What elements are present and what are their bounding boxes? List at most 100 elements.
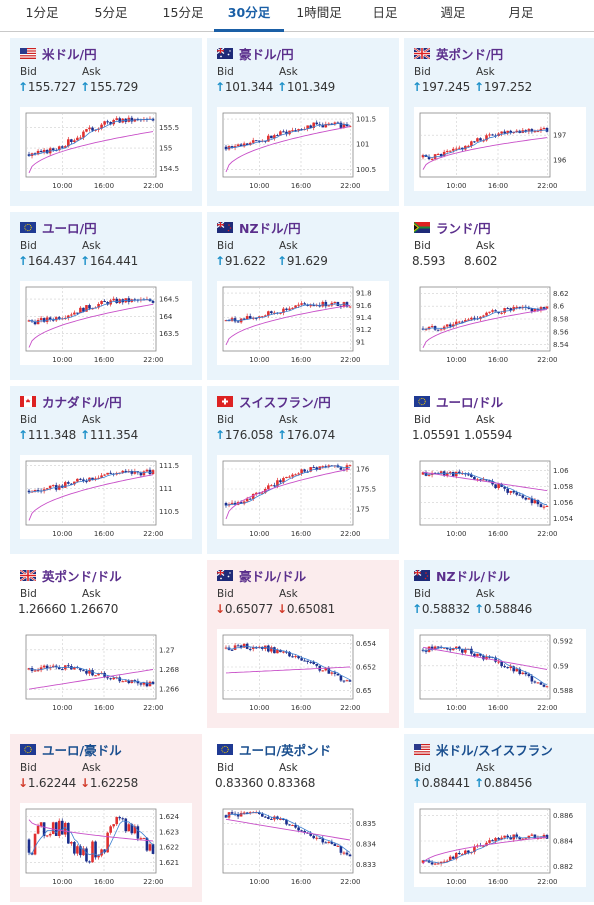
y-tick-label: 8.6 <box>553 303 565 311</box>
pair-name[interactable]: NZドル/ドル <box>436 568 511 584</box>
tab-15min[interactable]: 15分足 <box>162 5 204 20</box>
rate-card[interactable]: NZドル/ドル Bid Ask ↑0.58832 ↑0.58846 0.592 0.59 0.… <box>404 560 594 728</box>
y-tick-label: 197 <box>553 132 566 140</box>
candle <box>133 471 137 474</box>
candle <box>282 477 285 483</box>
price-chart[interactable]: 101.5 101 100.5 10:00 16:00 22:00 <box>217 107 389 191</box>
price-chart[interactable]: 0.886 0.884 0.882 10:00 16:00 22:00 <box>414 803 586 887</box>
tab-5min[interactable]: 5分足 <box>94 5 128 20</box>
candle <box>324 466 328 468</box>
rate-card[interactable]: ユーロ/ドル Bid Ask 1.05591 1.05594 1.06 1.058 1.056… <box>404 386 594 554</box>
pair-name[interactable]: ユーロ/ドル <box>436 394 504 410</box>
candle <box>33 153 37 155</box>
candle <box>151 301 155 303</box>
candle <box>103 121 106 125</box>
candle <box>533 834 537 839</box>
pair-title[interactable]: スイスフラン/円 <box>217 392 331 410</box>
price-chart[interactable]: 0.592 0.59 0.588 10:00 16:00 22:00 <box>414 629 586 713</box>
tab-1min[interactable]: 1分足 <box>25 5 59 20</box>
rate-card[interactable]: ユーロ/英ポンド Bid Ask 0.83360 0.83368 0.835 0.834 0.… <box>207 734 399 902</box>
rate-card[interactable]: 英ポンド/ドル Bid Ask 1.26660 1.26670 1.27 1.268 1.26… <box>10 560 202 728</box>
rate-card[interactable]: ユーロ/円 Bid Ask ↑164.437 ↑164.441 164.5 164 163.5… <box>10 212 202 380</box>
pair-title[interactable]: 豪ドル/ドル <box>217 566 306 584</box>
candle <box>467 850 470 853</box>
pair-name[interactable]: カナダドル/円 <box>42 394 122 410</box>
candle <box>539 128 543 132</box>
price-chart[interactable]: 0.835 0.834 0.833 10:00 16:00 22:00 <box>217 803 389 887</box>
rate-card[interactable]: 英ポンド/円 Bid Ask ↑197.245 ↑197.252 197 196 10:00 1… <box>404 38 594 206</box>
rate-card[interactable]: 豪ドル/円 Bid Ask ↑101.344 ↑101.349 101.5 101 100.5… <box>207 38 399 206</box>
pair-title[interactable]: ユーロ/英ポンド <box>217 740 331 758</box>
pair-name[interactable]: スイスフラン/円 <box>239 394 331 410</box>
pair-name[interactable]: ユーロ/豪ドル <box>42 742 122 758</box>
pair-name[interactable]: 豪ドル/ドル <box>239 568 307 584</box>
price-chart[interactable]: 176 175.5 175 10:00 16:00 22:00 <box>217 455 389 539</box>
price-chart[interactable]: 155.5 155 154.5 10:00 16:00 22:00 <box>20 107 192 191</box>
price-chart[interactable]: 1.06 1.058 1.056 1.054 10:00 16:00 22:00 <box>414 455 586 539</box>
pair-title[interactable]: ユーロ/ドル <box>414 392 503 410</box>
pair-name[interactable]: 米ドル/スイスフラン <box>436 742 553 758</box>
candle <box>524 672 528 675</box>
rate-card[interactable]: 米ドル/スイスフラン Bid Ask ↑0.88441 ↑0.88456 0.886 0.8… <box>404 734 594 902</box>
y-tick-label: 196 <box>553 156 567 164</box>
pair-title[interactable]: 豪ドル/円 <box>217 44 294 62</box>
price-chart[interactable]: 0.654 0.652 0.65 10:00 16:00 22:00 <box>217 629 389 713</box>
y-tick-label: 164 <box>159 313 173 321</box>
pair-name[interactable]: ユーロ/円 <box>42 220 97 236</box>
pair-title[interactable]: カナダドル/円 <box>20 392 122 410</box>
candle <box>251 140 255 143</box>
pair-title[interactable]: 英ポンド/円 <box>414 44 503 62</box>
rate-card[interactable]: ランド/円 Bid Ask 8.593 8.602 8.62 8.6 8.58 8.56 8.54… <box>404 212 594 380</box>
pair-name[interactable]: ランド/円 <box>436 220 491 236</box>
za-flag-icon <box>414 221 430 233</box>
pair-title[interactable]: 米ドル/スイスフラン <box>414 740 553 758</box>
rate-card[interactable]: ユーロ/豪ドル Bid Ask ↓1.62244 ↓1.62258 1.624 1.623 1… <box>10 734 202 902</box>
pair-name[interactable]: NZドル/円 <box>239 220 301 236</box>
arrow-up-icon: ↑ <box>80 254 90 268</box>
price-chart[interactable]: 197 196 10:00 16:00 22:00 <box>414 107 586 191</box>
rate-card[interactable]: スイスフラン/円 Bid Ask ↑176.058 ↑176.074 176 175.5 17… <box>207 386 399 554</box>
candle <box>336 673 340 676</box>
rate-card[interactable]: 豪ドル/ドル Bid Ask ↓0.65077 ↓0.65081 0.654 0.652 0.… <box>207 560 399 728</box>
candle <box>309 467 312 472</box>
pair-name[interactable]: 豪ドル/円 <box>239 46 294 62</box>
tab-30min[interactable]: 30分足 <box>214 0 284 32</box>
price-chart[interactable]: 1.624 1.623 1.622 1.621 10:00 16:00 22:00 <box>20 803 192 887</box>
candle <box>57 820 61 836</box>
candle <box>242 643 246 648</box>
rate-card[interactable]: 米ドル/円 Bid Ask ↑155.727 ↑155.729 155.5 155 154.5… <box>10 38 202 206</box>
pair-name[interactable]: 英ポンド/ドル <box>42 568 122 584</box>
candle <box>45 149 49 154</box>
bid-value: ↑91.622 <box>215 254 266 268</box>
pair-title[interactable]: ユーロ/円 <box>20 218 97 236</box>
pair-title[interactable]: ランド/円 <box>414 218 491 236</box>
tab-weekly[interactable]: 週足 <box>440 5 466 20</box>
price-chart[interactable]: 1.27 1.268 1.266 10:00 16:00 22:00 <box>20 629 192 713</box>
rate-card[interactable]: カナダドル/円 Bid Ask ↑111.348 ↑111.354 111.5 111 110… <box>10 386 202 554</box>
eu-flag-icon <box>20 743 36 755</box>
rate-card[interactable]: NZドル/円 Bid Ask ↑91.622 ↑91.629 91.8 91.6 91.4 91… <box>207 212 399 380</box>
tab-1hour[interactable]: 1時間足 <box>296 5 342 20</box>
pair-title[interactable]: NZドル/ドル <box>414 566 510 584</box>
pair-title[interactable]: NZドル/円 <box>217 218 301 236</box>
price-chart[interactable]: 91.8 91.6 91.4 91.2 91 10:00 16:00 22:00 <box>217 281 389 365</box>
x-tick-label: 22:00 <box>537 530 557 538</box>
pair-title[interactable]: ユーロ/豪ドル <box>20 740 122 758</box>
tab-daily[interactable]: 日足 <box>372 5 398 20</box>
candle <box>454 321 458 325</box>
pair-name[interactable]: ユーロ/英ポンド <box>239 742 332 758</box>
pair-name[interactable]: 英ポンド/円 <box>436 46 504 62</box>
price-chart[interactable]: 8.62 8.6 8.58 8.56 8.54 10:00 16:00 22:00 <box>414 281 586 365</box>
candle <box>473 476 476 480</box>
candle <box>300 129 303 131</box>
pair-title[interactable]: 米ドル/円 <box>20 44 97 62</box>
y-tick-label: 175 <box>356 506 369 514</box>
y-tick-label: 110.5 <box>159 508 179 516</box>
candle <box>127 298 131 302</box>
tab-monthly[interactable]: 月足 <box>508 5 534 20</box>
pair-name[interactable]: 米ドル/円 <box>42 46 97 62</box>
pair-title[interactable]: 英ポンド/ドル <box>20 566 122 584</box>
plot-frame <box>222 112 354 178</box>
price-chart[interactable]: 111.5 111 110.5 10:00 16:00 22:00 <box>20 455 192 539</box>
price-chart[interactable]: 164.5 164 163.5 10:00 16:00 22:00 <box>20 281 192 365</box>
